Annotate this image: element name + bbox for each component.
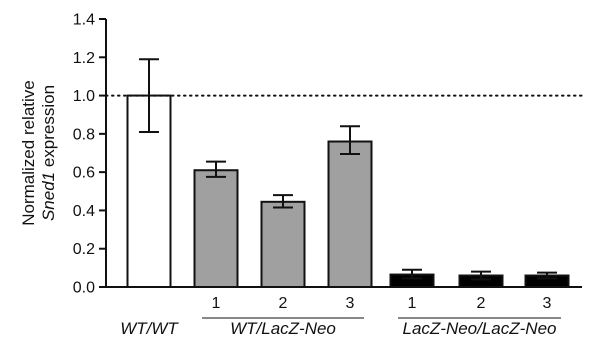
bar	[193, 169, 239, 289]
y-tick-label: 0.6	[73, 165, 95, 182]
y-tick-label: 1.0	[73, 88, 95, 105]
group-label: LacZ-Neo/LacZ-Neo	[402, 319, 556, 338]
x-tick-label: 3	[346, 295, 355, 312]
x-tick-label: 1	[408, 295, 417, 312]
x-tick-label: 1	[212, 295, 221, 312]
y-tick-label: 0.8	[73, 126, 95, 143]
y-axis-label-part: Normalized relative	[19, 80, 38, 226]
x-tick-label: 2	[477, 295, 486, 312]
y-tick-label: 0.0	[73, 280, 95, 297]
group-label: WT/LacZ-Neo	[230, 319, 336, 338]
y-tick-label: 0.2	[73, 241, 95, 258]
x-tick-label: 3	[543, 295, 552, 312]
y-tick-label: 1.4	[73, 12, 95, 29]
group-label: WT/WT	[120, 319, 179, 338]
bar	[327, 140, 373, 288]
y-axis-label-part: expression	[39, 85, 58, 172]
bar	[260, 200, 306, 288]
y-axis-label: Normalized relativeSned1 expression	[19, 80, 58, 226]
x-tick-label: 2	[279, 295, 288, 312]
y-axis-label-part: Sned1	[39, 172, 58, 221]
y-tick-label: 0.4	[73, 203, 95, 220]
y-tick-label: 1.2	[73, 50, 95, 67]
